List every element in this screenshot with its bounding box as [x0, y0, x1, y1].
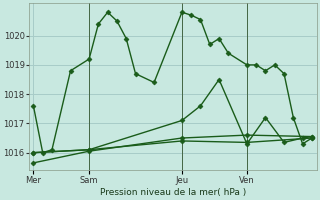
X-axis label: Pression niveau de la mer( hPa ): Pression niveau de la mer( hPa ) [100, 188, 246, 197]
